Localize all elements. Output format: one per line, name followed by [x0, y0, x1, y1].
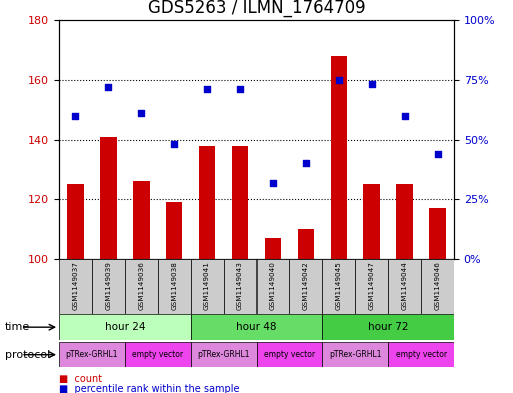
- Text: protocol: protocol: [5, 350, 50, 360]
- Text: hour 48: hour 48: [236, 322, 277, 332]
- Point: [368, 81, 376, 88]
- Bar: [388, 259, 421, 314]
- Bar: [224, 259, 256, 314]
- Point: [269, 180, 277, 186]
- Point: [137, 110, 145, 116]
- Text: GSM1149036: GSM1149036: [139, 261, 144, 310]
- Text: GSM1149044: GSM1149044: [402, 261, 408, 310]
- Point: [236, 86, 244, 92]
- Text: GSM1149040: GSM1149040: [270, 261, 276, 310]
- Bar: [67, 184, 84, 259]
- Point: [401, 112, 409, 119]
- Text: pTRex-GRHL1: pTRex-GRHL1: [66, 350, 118, 359]
- Bar: [322, 342, 388, 367]
- Bar: [256, 259, 289, 314]
- Bar: [322, 259, 355, 314]
- Text: GSM1149039: GSM1149039: [105, 261, 111, 310]
- Bar: [322, 314, 454, 340]
- Text: hour 72: hour 72: [368, 322, 408, 332]
- Bar: [59, 342, 125, 367]
- Bar: [356, 259, 388, 314]
- Text: ■  count: ■ count: [59, 374, 102, 384]
- Bar: [125, 259, 157, 314]
- Point: [170, 141, 179, 147]
- Text: hour 24: hour 24: [105, 322, 145, 332]
- Text: GSM1149043: GSM1149043: [237, 261, 243, 310]
- Bar: [256, 342, 322, 367]
- Bar: [133, 182, 149, 259]
- Bar: [232, 145, 248, 259]
- Text: GSM1149038: GSM1149038: [171, 261, 177, 310]
- Point: [433, 151, 442, 157]
- Text: empty vector: empty vector: [264, 350, 315, 359]
- Bar: [298, 230, 314, 259]
- Bar: [397, 184, 413, 259]
- Bar: [421, 259, 454, 314]
- Bar: [191, 259, 224, 314]
- Bar: [191, 314, 322, 340]
- Point: [302, 160, 310, 167]
- Bar: [59, 259, 92, 314]
- Bar: [330, 55, 347, 259]
- Text: time: time: [5, 322, 30, 332]
- Text: empty vector: empty vector: [132, 350, 183, 359]
- Bar: [158, 259, 191, 314]
- Bar: [166, 202, 183, 259]
- Bar: [59, 314, 191, 340]
- Text: GSM1149047: GSM1149047: [369, 261, 374, 310]
- Text: GSM1149046: GSM1149046: [435, 261, 441, 310]
- Bar: [191, 342, 256, 367]
- Text: GSM1149042: GSM1149042: [303, 261, 309, 310]
- Point: [71, 112, 80, 119]
- Bar: [100, 136, 116, 259]
- Text: GSM1149041: GSM1149041: [204, 261, 210, 310]
- Text: GSM1149037: GSM1149037: [72, 261, 78, 310]
- Point: [334, 76, 343, 83]
- Bar: [92, 259, 125, 314]
- Point: [104, 84, 112, 90]
- Text: GSM1149045: GSM1149045: [336, 261, 342, 310]
- Text: ■  percentile rank within the sample: ■ percentile rank within the sample: [59, 384, 240, 393]
- Bar: [429, 208, 446, 259]
- Text: pTRex-GRHL1: pTRex-GRHL1: [329, 350, 382, 359]
- Bar: [265, 239, 281, 259]
- Bar: [125, 342, 191, 367]
- Bar: [199, 145, 215, 259]
- Bar: [388, 342, 454, 367]
- Text: empty vector: empty vector: [396, 350, 447, 359]
- Title: GDS5263 / ILMN_1764709: GDS5263 / ILMN_1764709: [148, 0, 365, 17]
- Point: [203, 86, 211, 92]
- Bar: [364, 184, 380, 259]
- Text: pTRex-GRHL1: pTRex-GRHL1: [198, 350, 250, 359]
- Bar: [289, 259, 322, 314]
